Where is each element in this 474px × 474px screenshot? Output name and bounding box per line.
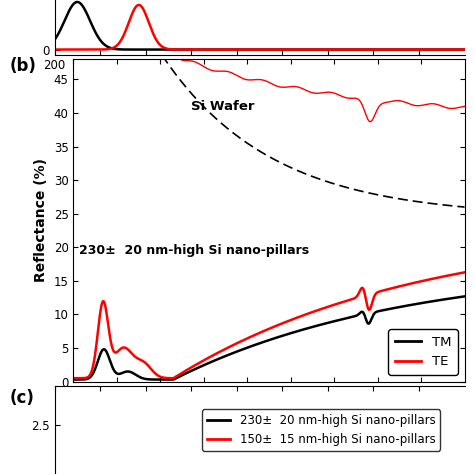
Y-axis label: Reflectance (%): Reflectance (%): [34, 158, 48, 283]
X-axis label: Wavelength (nm): Wavelength (nm): [201, 405, 337, 419]
Legend: 230±  20 nm-high Si nano-pillars, 150±  15 nm-high Si nano-pillars: 230± 20 nm-high Si nano-pillars, 150± 15…: [202, 410, 440, 451]
Text: Si Wafer: Si Wafer: [191, 100, 254, 113]
Legend: TM, TE: TM, TE: [388, 329, 458, 375]
Text: (b): (b): [9, 57, 36, 75]
Text: (c): (c): [9, 389, 34, 407]
X-axis label: Wavelength (nm): Wavelength (nm): [192, 78, 327, 92]
Text: 230±  20 nm-high Si nano-pillars: 230± 20 nm-high Si nano-pillars: [79, 244, 309, 257]
